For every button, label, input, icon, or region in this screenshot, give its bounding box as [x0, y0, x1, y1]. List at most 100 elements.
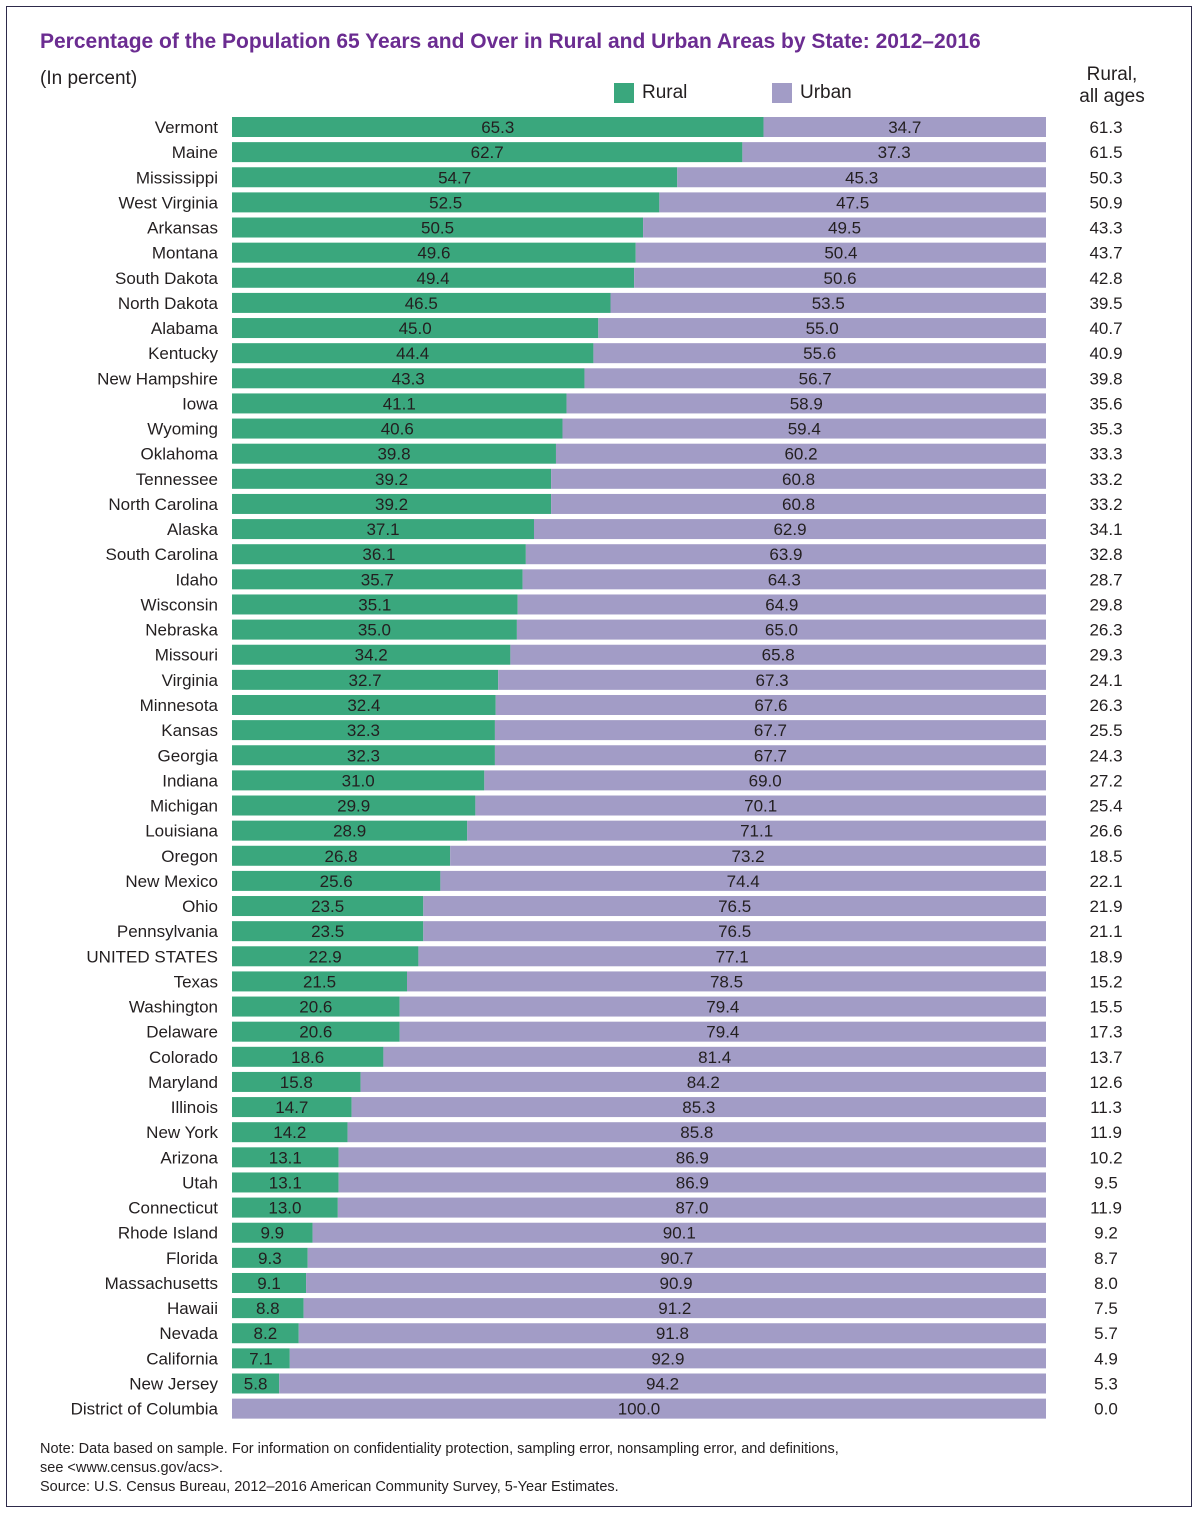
bar-rural [232, 1373, 280, 1394]
data-label-rural: 40.6 [381, 420, 414, 439]
footnote-line-3: Source: U.S. Census Bureau, 2012–2016 Am… [40, 1479, 619, 1495]
bar-urban [510, 644, 1046, 665]
data-label-urban: 56.7 [799, 369, 832, 388]
rural-all-ages-value: 39.8 [1089, 369, 1122, 388]
data-label-urban: 60.2 [784, 445, 817, 464]
category-label: New Hampshire [97, 369, 218, 388]
bar-rural [232, 242, 636, 263]
category-label: Massachusetts [105, 1274, 218, 1293]
category-label: Maryland [148, 1073, 218, 1092]
rural-all-ages-value: 0.0 [1094, 1400, 1118, 1419]
category-label: Oregon [161, 847, 218, 866]
data-label-rural: 9.3 [258, 1249, 282, 1268]
data-label-urban: 84.2 [687, 1073, 720, 1092]
data-label-urban: 60.8 [782, 495, 815, 514]
bar-urban [351, 1097, 1047, 1118]
rural-all-ages-value: 9.5 [1094, 1173, 1118, 1192]
bar-urban [303, 1298, 1047, 1319]
category-label: Arizona [160, 1148, 218, 1167]
rural-all-ages-value: 26.6 [1089, 822, 1122, 841]
bar-rural [232, 770, 485, 791]
data-label-rural: 28.9 [333, 822, 366, 841]
data-label-urban: 77.1 [716, 947, 749, 966]
bar-urban [643, 217, 1046, 238]
rural-all-ages-value: 26.3 [1089, 696, 1122, 715]
rural-all-ages-value: 4.9 [1094, 1349, 1118, 1368]
bar-rural [232, 1272, 307, 1293]
chart-frame [6, 6, 1192, 1507]
bar-rural [232, 343, 594, 364]
bar-rural [232, 619, 517, 640]
bar-urban [298, 1323, 1046, 1344]
category-label: Nevada [159, 1324, 218, 1343]
category-label: Mississippi [136, 168, 218, 187]
data-label-rural: 52.5 [429, 193, 462, 212]
bar-rural [232, 1298, 304, 1319]
bar-rural [232, 1046, 384, 1067]
bar-rural [232, 669, 499, 690]
rural-all-ages-value: 11.9 [1090, 1199, 1122, 1218]
category-label: Alaska [167, 520, 219, 539]
bar-urban [347, 1122, 1046, 1143]
category-label: Vermont [155, 118, 219, 137]
bar-rural [232, 644, 511, 665]
bar-urban [307, 1247, 1046, 1268]
rural-all-ages-value: 15.2 [1089, 972, 1122, 991]
legend-urban: Urban [772, 82, 852, 104]
data-label-urban: 50.6 [824, 269, 857, 288]
category-label: Pennsylvania [117, 922, 219, 941]
category-label: Georgia [158, 746, 219, 765]
bar-urban [516, 619, 1046, 640]
category-label: Tennessee [136, 470, 218, 489]
bar-urban [659, 192, 1046, 213]
category-label: Wisconsin [141, 595, 218, 614]
data-label-urban: 85.3 [682, 1098, 715, 1117]
data-label-rural: 26.8 [325, 847, 358, 866]
bar-rural [232, 971, 408, 992]
bar-urban [551, 493, 1046, 514]
data-label-urban: 91.2 [658, 1299, 691, 1318]
bar-rural [232, 1247, 308, 1268]
data-label-rural: 39.2 [375, 495, 408, 514]
category-label: Illinois [171, 1098, 218, 1117]
rural-all-ages-value: 22.1 [1089, 872, 1122, 891]
bar-urban [494, 745, 1046, 766]
bar-rural [232, 946, 419, 967]
rural-all-ages-value: 43.3 [1089, 219, 1122, 238]
data-label-urban: 85.8 [680, 1123, 713, 1142]
data-label-urban: 91.8 [656, 1324, 689, 1343]
bar-rural [232, 921, 424, 942]
data-label-urban: 69.0 [749, 771, 782, 790]
data-label-urban: 86.9 [676, 1173, 709, 1192]
footnote-line-2: see <www.census.gov/acs>. [40, 1460, 223, 1476]
category-label: Wyoming [147, 420, 218, 439]
data-label-rural: 32.3 [347, 721, 380, 740]
bar-urban [306, 1272, 1047, 1293]
bar-rural [232, 167, 678, 188]
category-label: Oklahoma [141, 445, 219, 464]
category-label: Utah [182, 1173, 218, 1192]
category-label: Delaware [146, 1023, 218, 1042]
category-label: North Dakota [118, 294, 219, 313]
data-label-urban: 59.4 [788, 420, 821, 439]
data-label-urban: 60.8 [782, 470, 815, 489]
bar-rural [232, 1197, 338, 1218]
data-label-urban: 34.7 [888, 118, 921, 137]
bar-urban [635, 242, 1046, 263]
data-label-rural: 13.1 [269, 1148, 302, 1167]
bar-rural [232, 569, 523, 590]
bar-rural [232, 845, 451, 866]
data-label-urban: 86.9 [676, 1148, 709, 1167]
data-label-urban: 64.9 [765, 595, 798, 614]
bar-rural [232, 142, 743, 163]
data-label-urban: 47.5 [836, 193, 869, 212]
bar-rural [232, 519, 534, 540]
data-label-rural: 36.1 [362, 545, 395, 564]
bar-urban [399, 996, 1047, 1017]
rural-all-ages-value: 39.5 [1089, 294, 1122, 313]
rural-all-ages-value: 21.9 [1089, 897, 1122, 916]
data-label-rural: 37.1 [366, 520, 399, 539]
rural-all-ages-value: 43.7 [1089, 244, 1122, 263]
data-label-urban: 67.6 [754, 696, 787, 715]
rural-all-ages-value: 12.6 [1089, 1073, 1122, 1092]
